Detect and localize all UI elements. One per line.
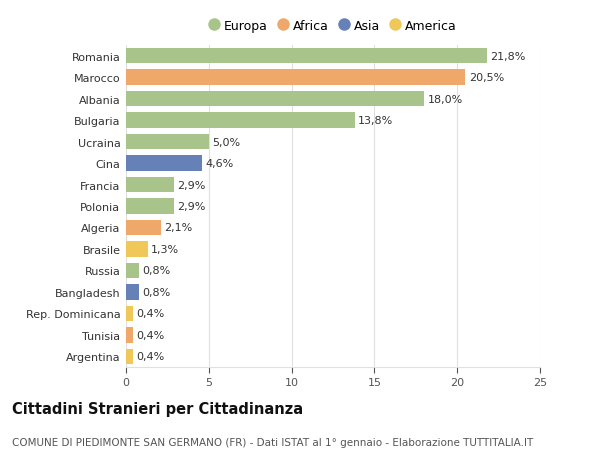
Bar <box>126 92 424 107</box>
Text: 21,8%: 21,8% <box>490 51 526 62</box>
Bar <box>126 220 161 235</box>
Text: 5,0%: 5,0% <box>212 137 240 147</box>
Bar <box>126 242 148 257</box>
Bar <box>126 199 174 214</box>
Text: 13,8%: 13,8% <box>358 116 393 126</box>
Bar <box>126 327 133 343</box>
Text: 4,6%: 4,6% <box>205 159 234 169</box>
Bar <box>126 134 209 150</box>
Bar <box>126 178 174 193</box>
Text: 0,4%: 0,4% <box>136 352 164 362</box>
Bar <box>126 70 466 86</box>
Text: 0,8%: 0,8% <box>143 287 171 297</box>
Text: 0,4%: 0,4% <box>136 308 164 319</box>
Text: 18,0%: 18,0% <box>427 95 463 105</box>
Bar <box>126 349 133 364</box>
Text: 1,3%: 1,3% <box>151 244 179 254</box>
Text: 2,9%: 2,9% <box>178 180 206 190</box>
Bar <box>126 306 133 321</box>
Bar <box>126 113 355 129</box>
Text: 20,5%: 20,5% <box>469 73 504 83</box>
Text: 2,1%: 2,1% <box>164 223 193 233</box>
Text: 2,9%: 2,9% <box>178 202 206 212</box>
Bar <box>126 285 139 300</box>
Text: Cittadini Stranieri per Cittadinanza: Cittadini Stranieri per Cittadinanza <box>12 401 303 416</box>
Legend: Europa, Africa, Asia, America: Europa, Africa, Asia, America <box>209 20 457 33</box>
Bar <box>126 156 202 171</box>
Text: COMUNE DI PIEDIMONTE SAN GERMANO (FR) - Dati ISTAT al 1° gennaio - Elaborazione : COMUNE DI PIEDIMONTE SAN GERMANO (FR) - … <box>12 437 533 447</box>
Bar <box>126 263 139 279</box>
Text: 0,8%: 0,8% <box>143 266 171 276</box>
Bar <box>126 49 487 64</box>
Text: 0,4%: 0,4% <box>136 330 164 340</box>
